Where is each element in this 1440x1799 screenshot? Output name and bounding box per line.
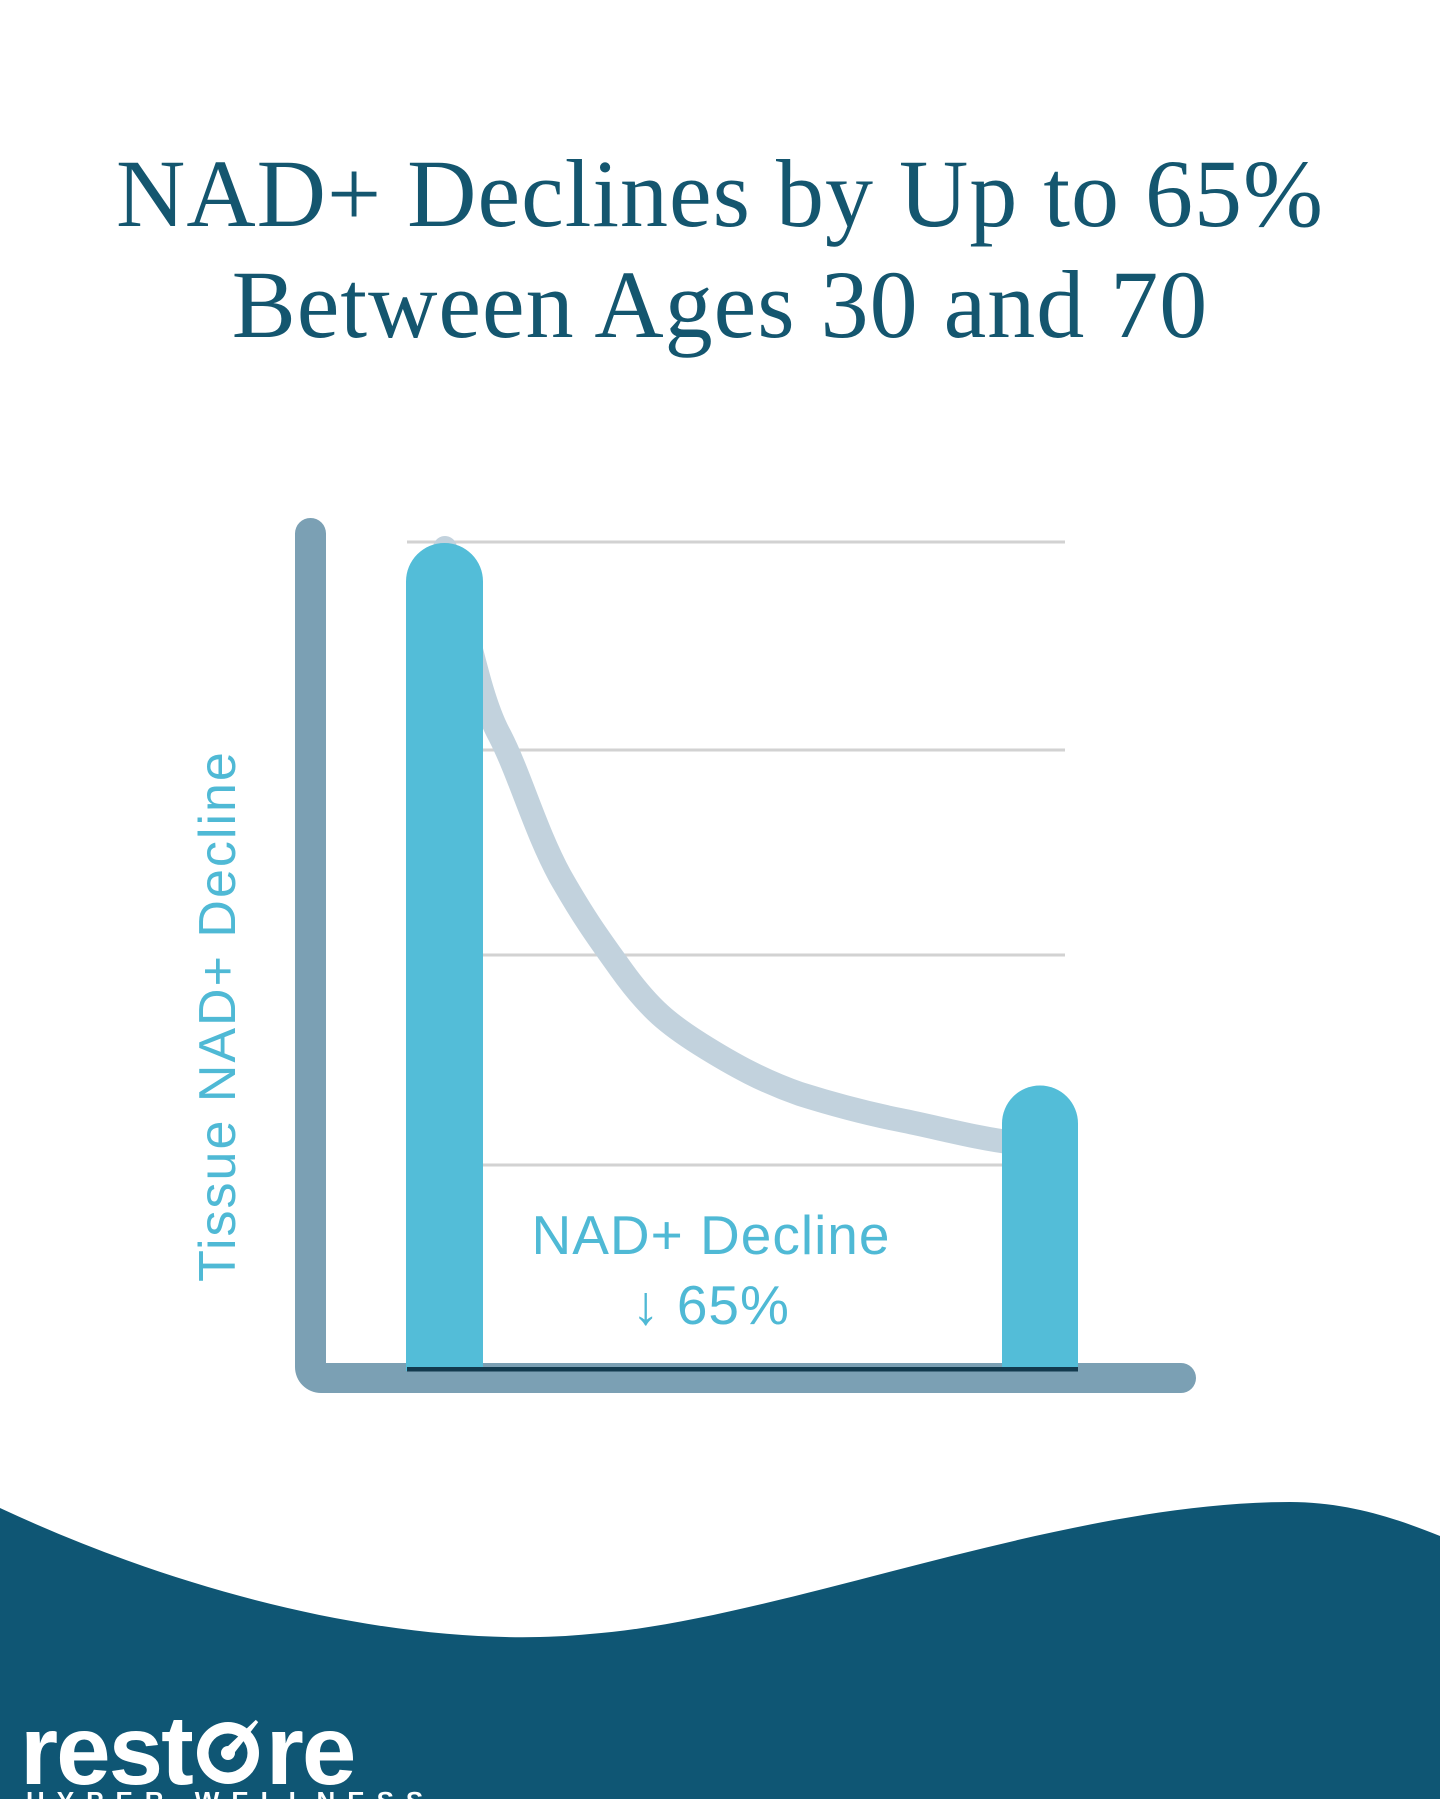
decline-curve [433,536,1027,1155]
wave-shape [0,1502,1440,1799]
logo-tagline: HYPER WELLNESS [26,1786,435,1799]
page-title: NAD+ Declines by Up to 65% Between Ages … [0,138,1440,361]
chart-annotation: NAD+ Decline ↓ 65% [532,1200,891,1340]
bar-age-30 [406,543,483,1371]
logo-word-part1: rest [20,1695,194,1799]
annotation-line-1: NAD+ Decline [531,1204,891,1266]
gridlines [407,540,1065,1167]
footer-wave [0,1502,1440,1799]
restore-logo: rest re [20,1695,357,1799]
bar-age-70 [1002,1085,1078,1371]
gauge-dial-o-icon [196,1719,259,1784]
y-axis-label: Tissue NAD+ Decline [189,750,247,1282]
gauge-needle [224,1719,258,1757]
gauge-hub [220,1746,235,1760]
title-line-2: Between Ages 30 and 70 [231,251,1209,359]
logo-word-part2: re [265,1695,357,1799]
nad-decline-chart [295,518,1196,1393]
title-line-1: NAD+ Declines by Up to 65% [116,140,1324,247]
annotation-line-2: ↓ 65% [632,1274,790,1336]
baseline-shadow [407,1367,1078,1372]
